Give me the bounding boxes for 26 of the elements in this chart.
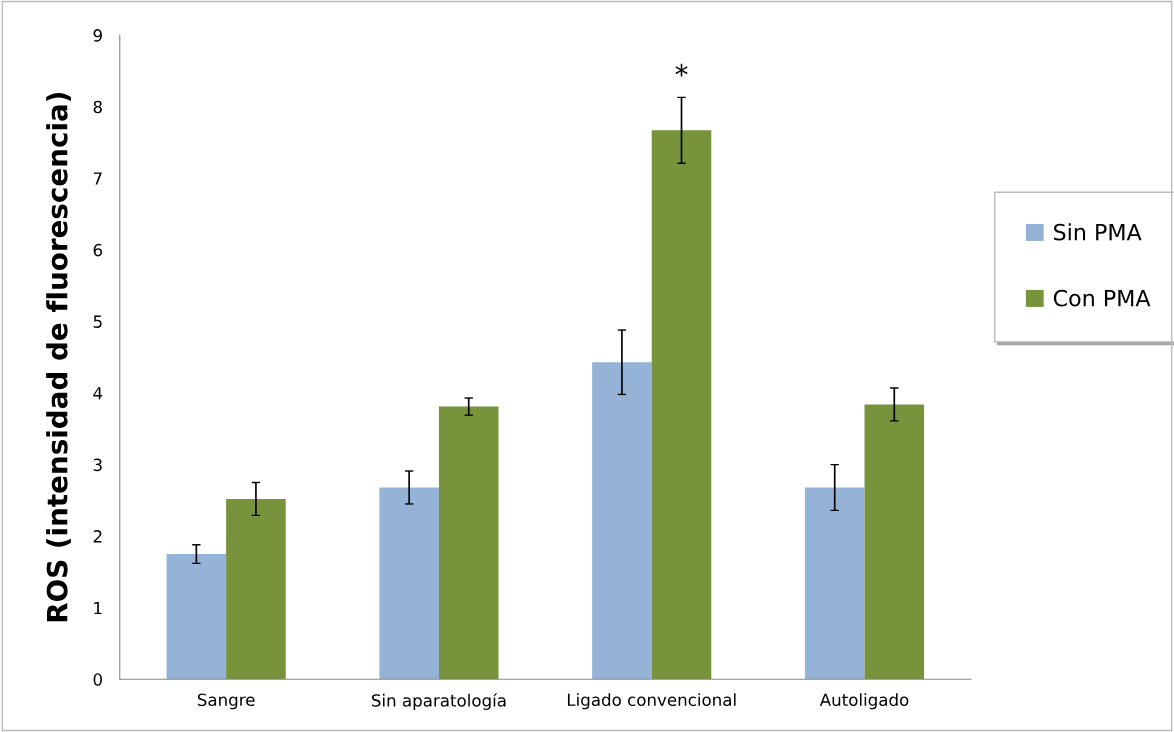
bar (379, 487, 439, 680)
y-tick-label: 1 (94, 601, 102, 615)
y-tick-label: 2 (93, 530, 102, 543)
bar (804, 487, 865, 680)
legend-label: Con PMA (1053, 289, 1151, 307)
y-tick-label: 3 (93, 458, 102, 472)
y-axis-title: ROS (intensidad de fluorescencia) (46, 92, 71, 622)
y-tick-label: 7 (93, 172, 102, 185)
y-tick-label: 5 (93, 315, 102, 328)
bar (226, 498, 286, 680)
bar (438, 406, 499, 680)
bar (651, 130, 712, 680)
y-tick-label: 6 (93, 243, 103, 257)
y-tick-label: 4 (93, 387, 103, 400)
x-tick-label: Ligado convencional (567, 693, 736, 710)
x-tick-label: Autoligado (819, 693, 909, 710)
bar (864, 404, 925, 680)
y-tick-label: 8 (93, 100, 102, 114)
y-tick-label: 0 (93, 673, 102, 686)
bar (592, 362, 652, 680)
legend-label: Sin PMA (1054, 223, 1142, 241)
y-tick-label: 9 (93, 29, 102, 42)
bar (166, 554, 227, 680)
x-tick-label: Sangre (197, 693, 255, 710)
annotation: * (675, 63, 688, 77)
x-tick-label: Sin aparatología (371, 693, 506, 710)
